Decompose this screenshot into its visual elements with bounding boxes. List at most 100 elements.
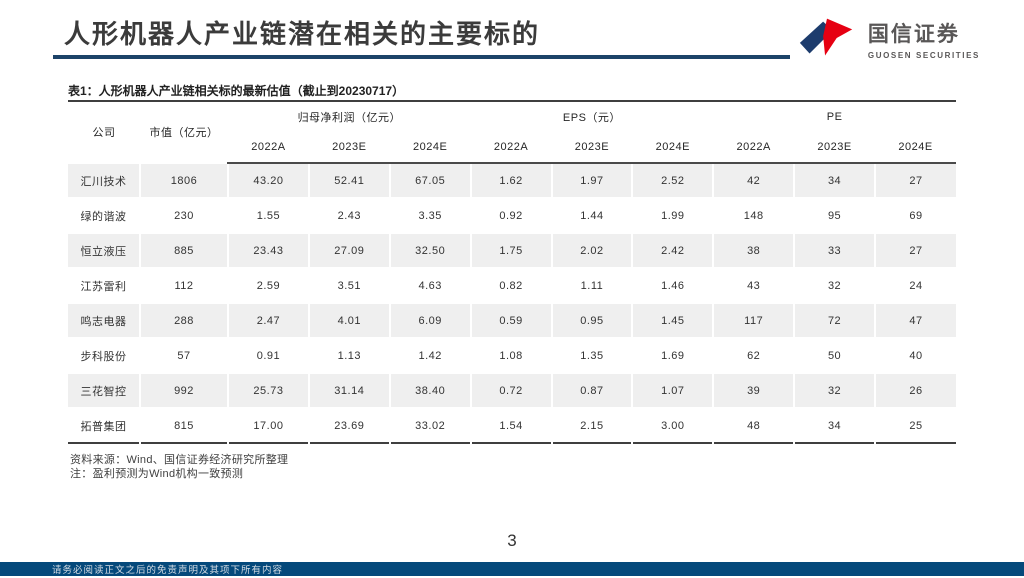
metric-value: 27 xyxy=(875,162,956,198)
disclaimer-text: 请务必阅读正文之后的免责声明及其项下所有内容 xyxy=(52,565,284,576)
metric-value: 25 xyxy=(875,407,956,443)
metric-value: 3.00 xyxy=(632,407,715,443)
metric-value: 0.87 xyxy=(551,372,634,408)
metric-value: 0.72 xyxy=(470,372,553,408)
metric-value: 33.02 xyxy=(389,407,472,443)
metric-value: 0.92 xyxy=(470,197,553,233)
metric-value: 31.14 xyxy=(308,372,391,408)
metric-value: 1.46 xyxy=(632,267,715,303)
guosen-logo-text: 国信证券 GUOSEN SECURITIES xyxy=(868,18,980,60)
metric-value: 2.59 xyxy=(228,267,310,303)
metric-value: 27 xyxy=(875,232,956,268)
metric-value: 23.43 xyxy=(228,232,310,268)
metric-value: 38 xyxy=(713,232,796,268)
metric-value: 1.13 xyxy=(308,337,391,373)
guosen-logo-mark xyxy=(799,18,853,56)
market-cap-value: 885 xyxy=(140,232,229,268)
metric-value: 32 xyxy=(794,267,876,303)
year-header: 2023E xyxy=(551,132,633,164)
metric-value: 3.51 xyxy=(308,267,391,303)
metric-value: 47 xyxy=(875,302,956,338)
metric-value: 52.41 xyxy=(308,162,391,198)
table-row: 拓普集团 815 17.00 23.69 33.02 1.54 2.15 3.00 48 34 25 xyxy=(68,407,956,443)
table-row: 绿的谐波 230 1.55 2.43 3.35 0.92 1.44 1.99 148 95 69 xyxy=(68,197,956,233)
company-name: 汇川技术 xyxy=(68,162,141,198)
disclaimer-bar: 请务必阅读正文之后的免责声明及其项下所有内容 xyxy=(0,562,1024,576)
col-group-net-profit: 归母净利润（亿元） xyxy=(297,112,402,124)
table-row: 汇川技术 1806 43.20 52.41 67.05 1.62 1.97 2.52 42 34 2… xyxy=(68,162,956,198)
guosen-logo: 国信证券 GUOSEN SECURITIES xyxy=(796,16,980,62)
table-group-header-row: 公司 市值（亿元） 归母净利润（亿元） EPS（元） PE xyxy=(68,101,956,139)
metric-value: 72 xyxy=(794,302,876,338)
metric-value: 50 xyxy=(794,337,876,373)
company-name: 江苏雷利 xyxy=(68,267,141,303)
col-group-pe: PE xyxy=(826,111,843,123)
forecast-note: 注：盈利预测为Wind机构一致预测 xyxy=(70,468,244,480)
metric-value: 2.52 xyxy=(632,162,715,198)
metric-value: 3.35 xyxy=(389,197,472,233)
company-name: 三花智控 xyxy=(68,372,141,408)
table-row: 恒立液压 885 23.43 27.09 32.50 1.75 2.02 2.42 38 33 27 xyxy=(68,232,956,268)
company-name: 拓普集团 xyxy=(68,407,141,443)
metric-value: 17.00 xyxy=(228,407,310,443)
metric-value: 40 xyxy=(875,337,956,373)
table-row: 江苏雷利 112 2.59 3.51 4.63 0.82 1.11 1.46 43 32 24 xyxy=(68,267,956,303)
year-header: 2024E xyxy=(875,132,956,164)
metric-value: 43 xyxy=(713,267,796,303)
metric-value: 117 xyxy=(713,302,796,338)
metric-value: 0.91 xyxy=(228,337,310,373)
metric-value: 0.59 xyxy=(470,302,553,338)
metric-value: 43.20 xyxy=(228,162,310,198)
market-cap-value: 815 xyxy=(140,407,229,443)
metric-value: 1.54 xyxy=(470,407,553,443)
metric-value: 67.05 xyxy=(389,162,472,198)
market-cap-value: 57 xyxy=(140,337,229,373)
metric-value: 32 xyxy=(794,372,876,408)
page-number: 3 xyxy=(507,531,517,550)
metric-value: 148 xyxy=(713,197,796,233)
metric-value: 0.82 xyxy=(470,267,553,303)
year-header: 2022A xyxy=(713,132,795,164)
year-header: 2022A xyxy=(470,132,552,164)
page-title: 人形机器人产业链潜在相关的主要标的 xyxy=(64,19,541,49)
metric-value: 2.02 xyxy=(551,232,634,268)
metric-value: 4.01 xyxy=(308,302,391,338)
company-name: 绿的谐波 xyxy=(68,197,141,233)
metric-value: 2.43 xyxy=(308,197,391,233)
table-year-header-row: 2022A 2023E 2024E 2022A 2023E 2024E 2022A 2023E… xyxy=(68,132,956,164)
metric-value: 1.35 xyxy=(551,337,634,373)
metric-value: 1.44 xyxy=(551,197,634,233)
table-row: 三花智控 992 25.73 31.14 38.40 0.72 0.87 1.07 39 32 26 xyxy=(68,372,956,408)
metric-value: 1.55 xyxy=(228,197,310,233)
col-header-company: 公司 xyxy=(92,127,116,139)
metric-value: 1.07 xyxy=(632,372,715,408)
metric-value: 1.75 xyxy=(470,232,553,268)
metric-value: 23.69 xyxy=(308,407,391,443)
table-row: 步科股份 57 0.91 1.13 1.42 1.08 1.35 1.69 62 50 40 xyxy=(68,337,956,373)
metric-value: 4.63 xyxy=(389,267,472,303)
metric-value: 34 xyxy=(794,162,876,198)
metric-value: 2.47 xyxy=(228,302,310,338)
title-underline xyxy=(53,55,790,59)
source-note: 资料来源：Wind、国信证券经济研究所整理 xyxy=(70,454,289,466)
metric-value: 2.42 xyxy=(632,232,715,268)
metric-value: 42 xyxy=(713,162,796,198)
year-header: 2023E xyxy=(794,132,875,164)
metric-value: 27.09 xyxy=(308,232,391,268)
table-row: 鸣志电器 288 2.47 4.01 6.09 0.59 0.95 1.45 117 72 47 xyxy=(68,302,956,338)
metric-value: 62 xyxy=(713,337,796,373)
metric-value: 48 xyxy=(713,407,796,443)
col-header-marketcap: 市值（亿元） xyxy=(149,127,219,139)
year-header: 2024E xyxy=(632,132,714,164)
metric-value: 1.97 xyxy=(551,162,634,198)
metric-value: 1.08 xyxy=(470,337,553,373)
metric-value: 1.99 xyxy=(632,197,715,233)
metric-value: 25.73 xyxy=(228,372,310,408)
metric-value: 0.95 xyxy=(551,302,634,338)
metric-value: 1.62 xyxy=(470,162,553,198)
metric-value: 1.45 xyxy=(632,302,715,338)
year-header: 2022A xyxy=(228,132,309,164)
metric-value: 33 xyxy=(794,232,876,268)
metric-value: 6.09 xyxy=(389,302,472,338)
